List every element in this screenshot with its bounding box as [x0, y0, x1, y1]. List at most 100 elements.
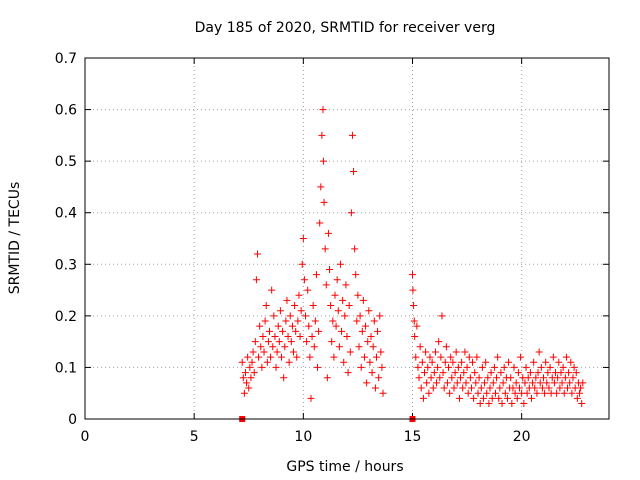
data-point: [511, 389, 519, 397]
data-point: [363, 379, 371, 387]
data-point: [415, 374, 423, 382]
data-point: [331, 291, 339, 299]
data-point: [364, 338, 372, 346]
data-point: [265, 327, 273, 335]
data-point: [342, 281, 350, 289]
data-point: [276, 307, 284, 315]
data-point: [239, 374, 247, 382]
data-point: [329, 317, 337, 325]
data-point: [377, 348, 385, 356]
data-point: [533, 389, 541, 397]
data-point: [410, 302, 418, 310]
data-point: [496, 384, 504, 392]
data-point: [550, 379, 558, 387]
data-point: [258, 363, 266, 371]
data-point: [409, 286, 417, 294]
data-point: [353, 317, 361, 325]
data-point: [413, 322, 421, 330]
data-point: [517, 353, 525, 361]
data-point: [522, 363, 530, 371]
data-point: [270, 312, 278, 320]
data-point: [576, 389, 584, 397]
x-tick-label: 15: [404, 429, 422, 445]
data-point: [348, 131, 356, 139]
data-point: [412, 353, 420, 361]
data-point: [501, 389, 509, 397]
data-point: [338, 327, 346, 335]
data-point: [278, 353, 285, 361]
data-point: [287, 338, 295, 346]
data-point: [433, 379, 441, 387]
data-point: [565, 369, 573, 377]
data-point: [560, 389, 568, 397]
data-point: [452, 348, 460, 356]
data-point: [439, 369, 447, 377]
data-point: [527, 394, 535, 402]
data-point: [437, 353, 445, 361]
data-point: [281, 343, 289, 351]
data-point: [479, 394, 487, 402]
data-point: [538, 384, 546, 392]
data-point: [293, 353, 301, 361]
data-point: [573, 394, 581, 402]
data-point: [318, 131, 326, 139]
data-point: [564, 384, 572, 392]
data-point: [514, 369, 522, 377]
data-point: [457, 374, 465, 382]
data-point: [303, 338, 311, 346]
data-point: [352, 271, 360, 279]
data-point: [478, 363, 486, 371]
data-point: [339, 296, 347, 304]
data-point: [425, 389, 433, 397]
data-point: [371, 384, 379, 392]
data-point: [324, 229, 332, 237]
data-point: [521, 379, 529, 387]
data-point: [424, 363, 432, 371]
data-point: [249, 348, 257, 356]
data-point: [315, 327, 323, 335]
data-point: [367, 332, 375, 340]
data-point: [463, 363, 471, 371]
data-point: [520, 400, 528, 408]
data-point: [558, 379, 566, 387]
y-tick-label: 0.5: [55, 154, 77, 170]
data-point: [419, 394, 427, 402]
data-point: [488, 394, 496, 402]
data-point: [320, 198, 328, 206]
data-point: [509, 384, 517, 392]
data-point: [335, 343, 343, 351]
data-point: [250, 369, 258, 377]
data-point: [441, 358, 449, 366]
data-point: [379, 389, 387, 397]
data-point: [429, 384, 437, 392]
data-point: [458, 358, 466, 366]
data-point: [455, 394, 463, 402]
data-point: [333, 276, 341, 284]
data-point: [290, 348, 298, 356]
data-point: [368, 369, 376, 377]
data-point: [294, 317, 302, 325]
data-point: [513, 394, 521, 402]
data-point: [241, 369, 249, 377]
data-point: [259, 332, 267, 340]
data-point: [421, 369, 429, 377]
data-point: [275, 338, 283, 346]
data-point: [269, 343, 277, 351]
data-point: [267, 353, 275, 361]
data-point: [466, 374, 474, 382]
data-point: [570, 363, 578, 371]
data-point: [523, 389, 531, 397]
data-point: [409, 271, 416, 279]
data-point: [264, 338, 272, 346]
data-point: [467, 384, 475, 392]
data-point: [471, 369, 479, 377]
data-point: [462, 379, 470, 387]
data-point: [465, 353, 473, 361]
data-point: [251, 338, 259, 346]
data-point: [530, 358, 538, 366]
data-point: [464, 389, 472, 397]
data-point: [417, 384, 425, 392]
data-point: [319, 157, 327, 165]
data-point: [268, 286, 276, 294]
